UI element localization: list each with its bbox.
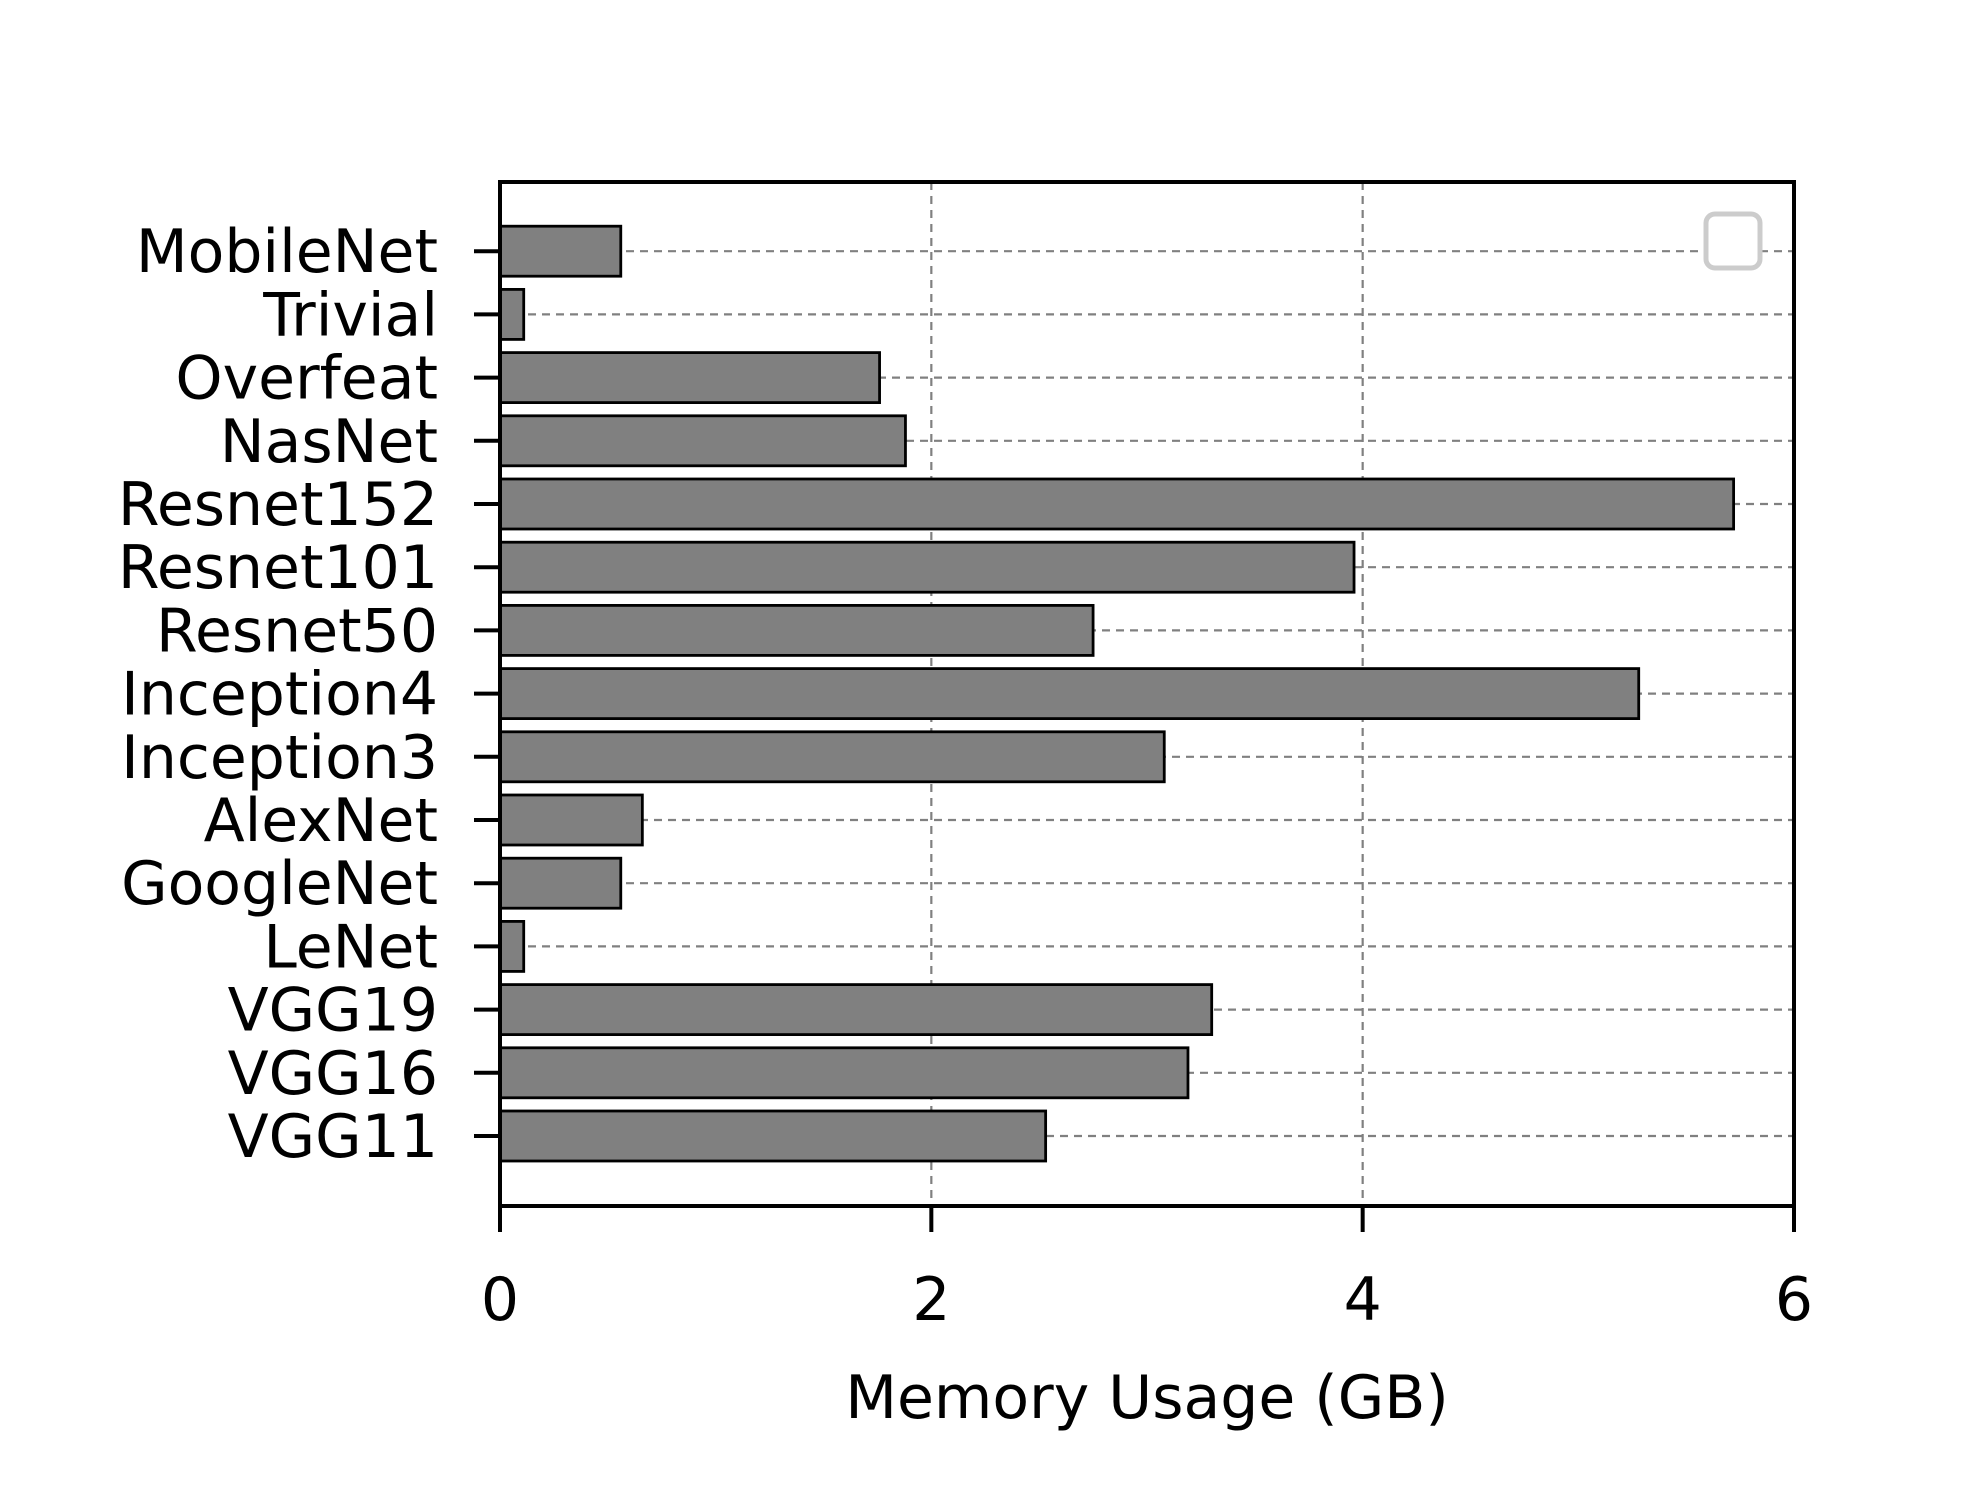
y-tick-label: AlexNet xyxy=(204,786,438,856)
y-tick-label: VGG11 xyxy=(228,1102,438,1172)
bar-nasnet xyxy=(498,414,907,468)
y-tick-label: Trivial xyxy=(262,280,438,350)
bar-vgg11 xyxy=(498,1109,1048,1163)
bar-vgg16 xyxy=(498,1046,1190,1100)
y-tick-label: Resnet152 xyxy=(118,470,438,540)
x-axis-ticks: 0 2 4 6 xyxy=(481,1206,1813,1335)
y-tick-label: GoogleNet xyxy=(121,849,438,919)
y-axis-ticks: VGG11VGG16VGG19LeNetGoogleNetAlexNetInce… xyxy=(118,217,500,1172)
x-axis-label: Memory Usage (GB) xyxy=(845,1363,1449,1433)
x-tick-label: 6 xyxy=(1775,1265,1813,1335)
bar-resnet101 xyxy=(498,540,1356,594)
y-tick-label: LeNet xyxy=(263,912,438,982)
bar-inception3 xyxy=(498,730,1166,784)
y-tick-label: Resnet50 xyxy=(156,596,438,666)
bar-inception4 xyxy=(498,667,1641,720)
y-tick-label: NasNet xyxy=(220,407,438,477)
legend-box xyxy=(1703,211,1763,271)
x-tick-label: 4 xyxy=(1344,1265,1382,1335)
y-tick-label: VGG16 xyxy=(228,1039,438,1109)
y-tick-label: Overfeat xyxy=(175,344,438,414)
bar-alexnet xyxy=(498,793,644,847)
y-tick-label: Inception4 xyxy=(121,660,438,730)
y-tick-label: VGG19 xyxy=(228,976,438,1046)
bar-trivial xyxy=(498,287,526,341)
x-tick-label: 2 xyxy=(912,1265,950,1335)
bar-vgg19 xyxy=(498,983,1214,1036)
bar-resnet50 xyxy=(498,604,1095,657)
y-tick-label: Inception3 xyxy=(121,723,438,793)
y-tick-label: MobileNet xyxy=(136,217,438,287)
bar-googlenet xyxy=(498,856,623,910)
x-tick-label: 0 xyxy=(481,1265,519,1335)
bar-mobilenet xyxy=(498,224,623,278)
bars xyxy=(498,224,1736,1163)
bar-lenet xyxy=(498,920,526,973)
bar-resnet152 xyxy=(498,477,1736,531)
bar-overfeat xyxy=(498,351,881,405)
y-tick-label: Resnet101 xyxy=(118,533,438,603)
